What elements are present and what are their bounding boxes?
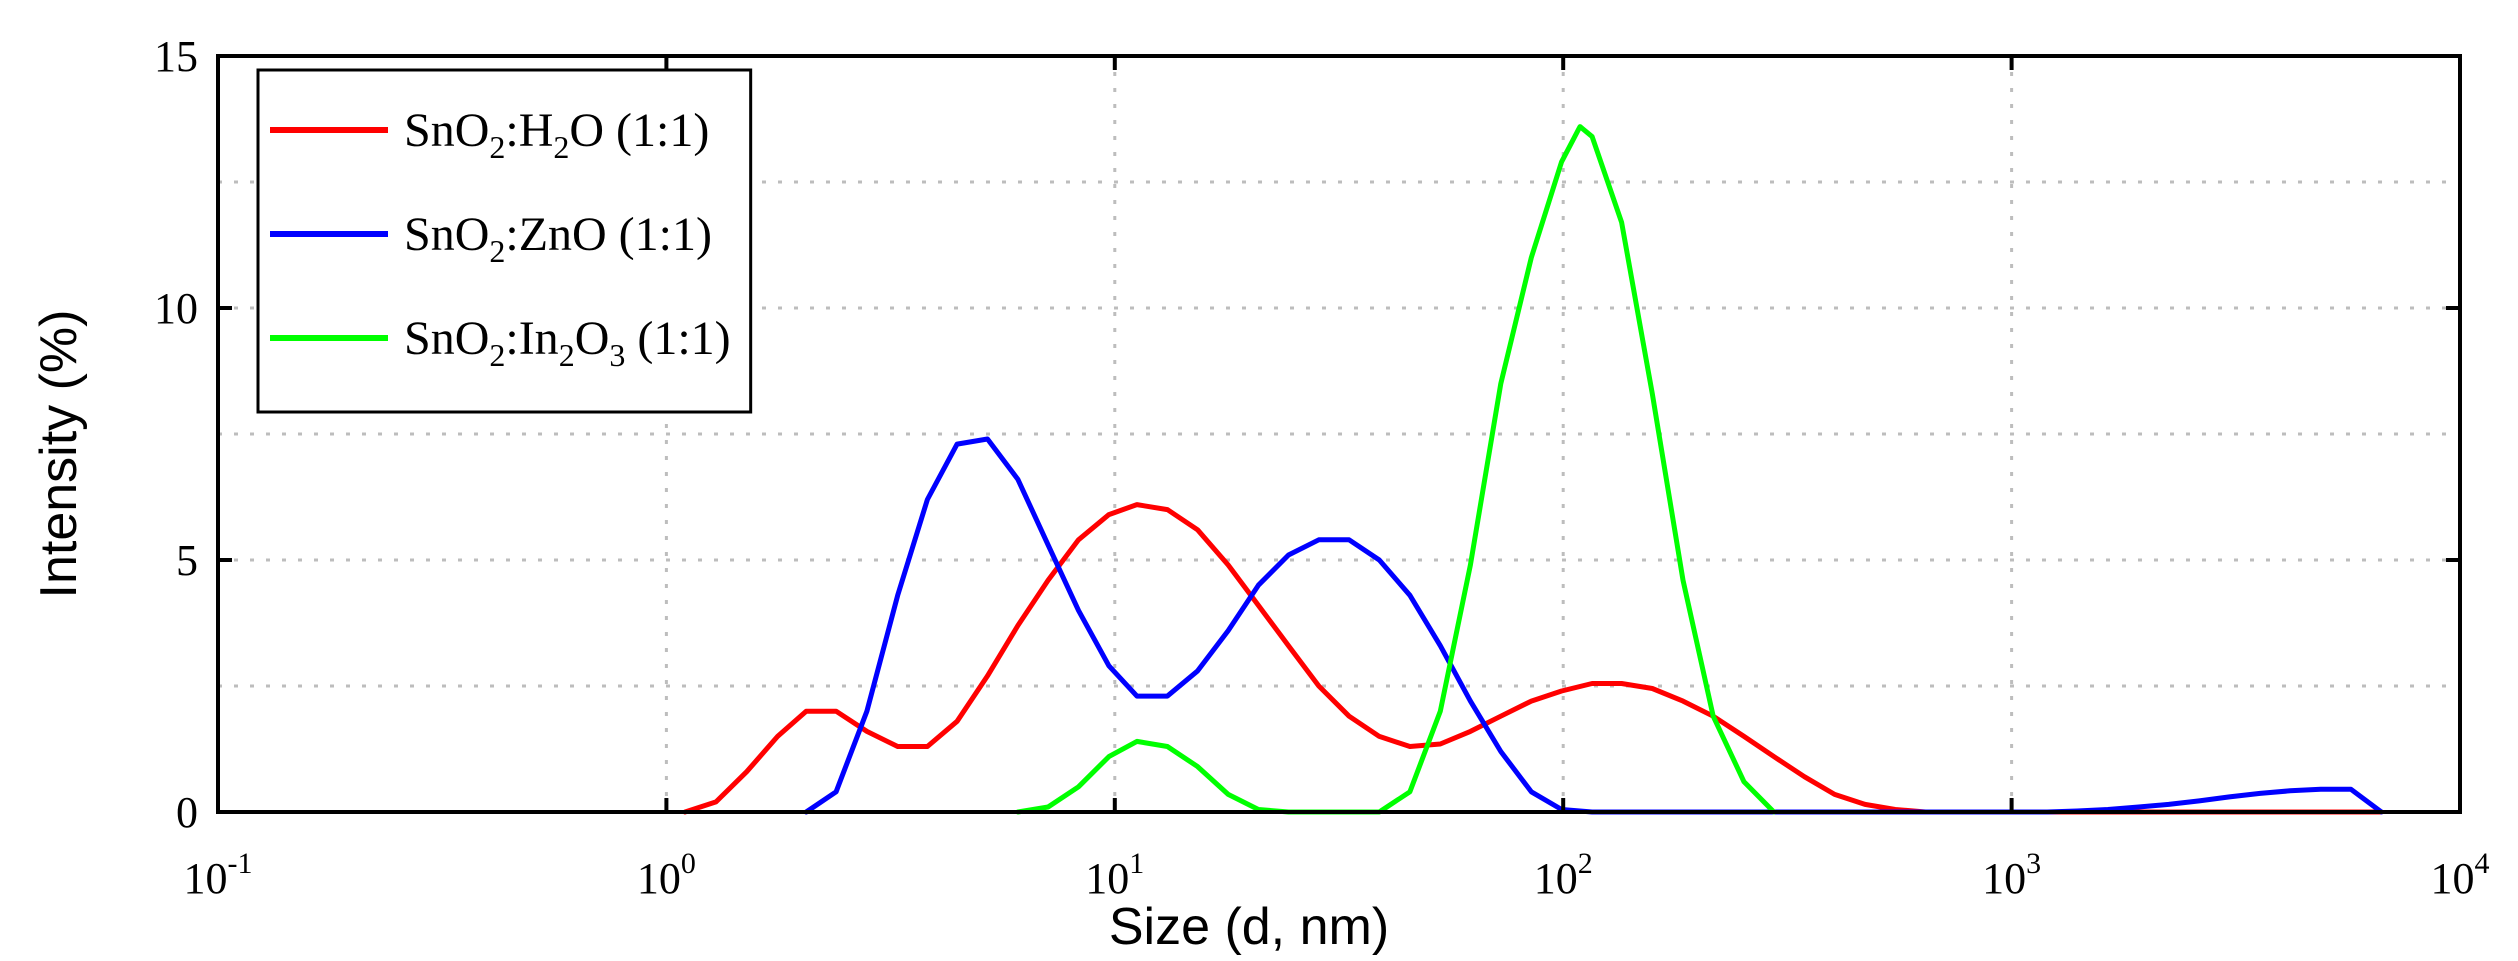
legend-subscript: 2 — [489, 337, 505, 373]
legend-subscript: 2 — [553, 129, 569, 165]
series-layer — [682, 124, 2384, 815]
x-tick-exponent: 2 — [1578, 847, 1593, 880]
x-tick-exponent: -1 — [228, 847, 253, 880]
plot-frame — [216, 54, 2462, 814]
legend: SnO2:H2O (1:1)SnO2:ZnO (1:1)SnO2:In2O3 (… — [256, 68, 753, 414]
grid-lines — [218, 56, 2460, 812]
y-tick-label: 10 — [154, 284, 198, 333]
y-tick-label: 5 — [176, 536, 198, 585]
legend-subscript: 3 — [609, 337, 625, 373]
series-line-1 — [682, 502, 2384, 815]
x-tick-label: 10-1 — [184, 847, 253, 903]
x-tick-base: 10 — [1982, 854, 2026, 903]
x-tick-labels: 10-1 100 101 102 103 104 — [184, 847, 2490, 903]
axis-ticks — [216, 54, 2462, 814]
legend-text-part: SnO — [404, 104, 489, 157]
legend-text-part: O — [575, 312, 610, 365]
x-axis-title: Size (d, nm) — [1109, 898, 1389, 956]
series-line-3 — [1015, 124, 1777, 815]
x-tick-base: 10 — [184, 854, 228, 903]
y-tick-label: 0 — [176, 788, 198, 837]
y-tick-label: 15 — [154, 32, 198, 81]
x-tick-label: 101 — [1085, 847, 1144, 903]
x-tick-base: 10 — [1085, 854, 1129, 903]
legend-text-part: :ZnO (1:1) — [505, 208, 712, 261]
legend-subscript: 2 — [489, 129, 505, 165]
legend-label-3: SnO2:In2O3 (1:1) — [404, 312, 731, 373]
x-tick-label: 104 — [2431, 847, 2490, 903]
x-tick-base: 10 — [1534, 854, 1578, 903]
x-tick-exponent: 0 — [681, 847, 696, 880]
y-axis-title: Intensity (%) — [30, 310, 88, 599]
legend-text-part: O (1:1) — [569, 104, 709, 157]
legend-text-part: SnO — [404, 208, 489, 261]
x-tick-base: 10 — [2431, 854, 2475, 903]
legend-label-1: SnO2:H2O (1:1) — [404, 104, 709, 165]
legend-subscript: 2 — [489, 233, 505, 269]
legend-text-part: :In — [505, 312, 558, 365]
x-tick-exponent: 3 — [2026, 847, 2041, 880]
legend-label-2: SnO2:ZnO (1:1) — [404, 208, 712, 269]
x-tick-label: 100 — [637, 847, 696, 903]
x-tick-label: 103 — [1982, 847, 2041, 903]
legend-text-part: (1:1) — [625, 312, 730, 365]
x-tick-label: 102 — [1534, 847, 1593, 903]
x-tick-exponent: 1 — [1129, 847, 1144, 880]
y-tick-labels: 0 5 10 15 — [154, 32, 198, 837]
series-line-2 — [803, 436, 2384, 815]
legend-subscript: 2 — [559, 337, 575, 373]
legend-text-part: SnO — [404, 312, 489, 365]
x-tick-exponent: 4 — [2475, 847, 2490, 880]
legend-text-part: :H — [505, 104, 553, 157]
x-tick-base: 10 — [637, 854, 681, 903]
